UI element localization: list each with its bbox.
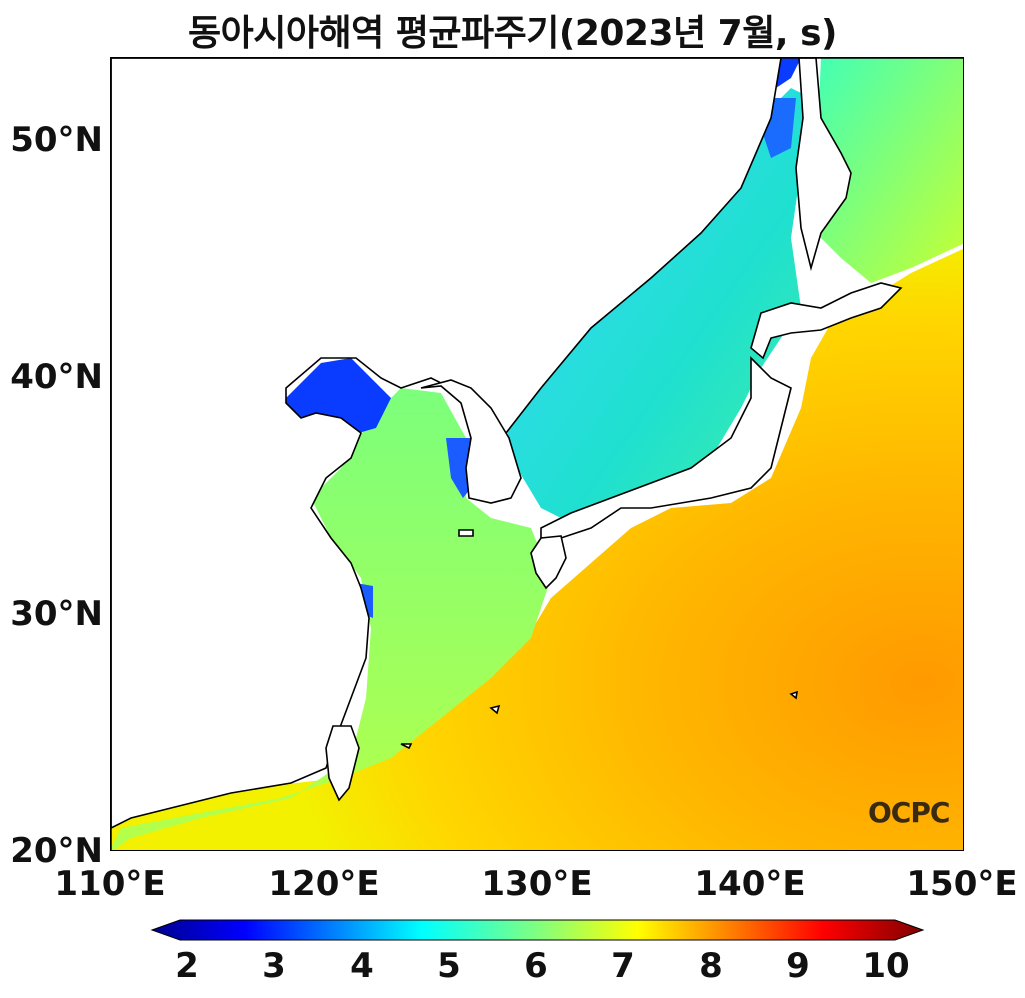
colorbar-label-10: 10 (862, 946, 910, 986)
ocpc-logo: OCPC (868, 796, 950, 829)
okhotsk-field (811, 58, 963, 283)
y-tick-40n: 40°N (10, 357, 103, 397)
colorbar-label-8: 8 (699, 946, 723, 986)
pacific-field (111, 248, 963, 850)
x-tick-120e: 120°E (268, 864, 380, 904)
colorbar-label-5: 5 (437, 946, 461, 986)
colorbar-label-3: 3 (262, 946, 286, 986)
y-tick-20n: 20°N (10, 831, 103, 871)
coastlines (111, 58, 903, 829)
korea-west-coast-field (446, 438, 471, 498)
colorbar-label-9: 9 (786, 946, 810, 986)
map-plot-area (110, 57, 964, 851)
y-tick-30n: 30°N (10, 594, 103, 634)
east-sea-field (501, 88, 811, 528)
yellow-sea-field (111, 388, 551, 850)
x-tick-130e: 130°E (481, 864, 593, 904)
x-tick-150e: 150°E (906, 864, 1018, 904)
colorbar-label-4: 4 (350, 946, 374, 986)
wave-period-map (111, 58, 963, 850)
y-tick-50n: 50°N (10, 120, 103, 160)
colorbar-label-7: 7 (611, 946, 635, 986)
x-tick-140e: 140°E (694, 864, 806, 904)
colorbar-label-6: 6 (524, 946, 548, 986)
map-title: 동아시아해역 평균파주기(2023년 7월, s) (188, 13, 837, 54)
colorbar-label-2: 2 (175, 946, 199, 986)
x-tick-110e: 110°E (54, 864, 166, 904)
colorbar (150, 919, 925, 941)
